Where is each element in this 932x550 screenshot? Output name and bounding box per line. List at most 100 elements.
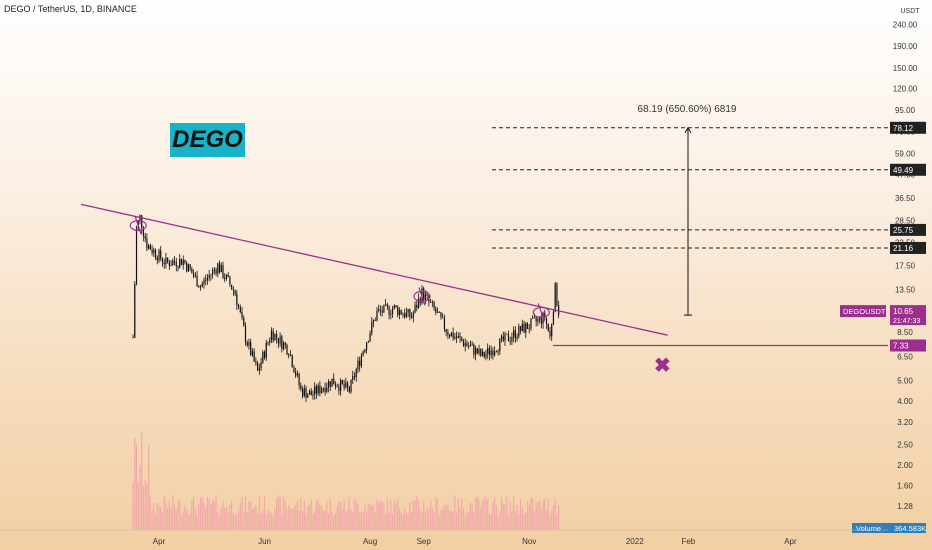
volume-bar: [545, 510, 548, 530]
candle-body: [298, 373, 300, 386]
candle-body: [156, 257, 158, 261]
candle-body: [180, 258, 183, 265]
price-badge-timer: 21:47:33: [893, 318, 920, 325]
candle-body: [362, 351, 364, 356]
volume-bar: [179, 498, 181, 530]
volume-bar: [367, 503, 369, 530]
candle-body: [158, 250, 160, 261]
volume-bar: [497, 514, 499, 530]
candle-body: [514, 330, 516, 339]
volume-bar: [442, 509, 444, 530]
candle-body: [374, 320, 376, 321]
candle-body: [407, 309, 409, 313]
candle-body: [409, 309, 411, 318]
price-badge: [890, 223, 926, 236]
volume-bar: [236, 514, 238, 530]
volume-bar: [300, 498, 302, 530]
candle-body: [253, 351, 255, 362]
candle-body: [469, 345, 471, 347]
volume-bars: [132, 431, 560, 530]
candle-body: [218, 263, 221, 273]
candles: [132, 214, 560, 403]
volume-bar: [231, 500, 233, 530]
volume-bar: [308, 505, 311, 530]
volume-bar: [224, 507, 226, 530]
volume-bar: [542, 500, 544, 530]
touch-marker-stroke: [418, 287, 426, 306]
candle-body: [488, 348, 491, 355]
candle-body: [182, 259, 184, 265]
candle-body: [184, 259, 186, 263]
x-tick-label: Jun: [258, 537, 271, 546]
volume-bar: [400, 511, 402, 530]
volume-bar: [485, 496, 487, 530]
candle-body: [212, 269, 214, 275]
candle-body: [334, 384, 337, 387]
touch-marker-stroke: [537, 303, 545, 322]
candle-body: [189, 264, 191, 269]
volume-bar: [547, 498, 549, 530]
candle-body: [417, 298, 420, 308]
y-tick-label: 240.00: [893, 21, 918, 30]
candle-body: [545, 318, 548, 324]
candle-body: [154, 249, 157, 258]
volume-bar: [478, 499, 480, 530]
candle-body: [255, 361, 257, 363]
volume-bar: [141, 431, 143, 530]
volume-bar: [455, 513, 458, 530]
volume-bar: [205, 507, 207, 530]
candle-body: [535, 317, 537, 322]
volume-bar: [457, 497, 459, 530]
price-badge-label: 21.16: [893, 244, 914, 253]
candle-body: [269, 340, 271, 343]
volume-bar: [357, 503, 359, 530]
volume-bar: [137, 482, 139, 530]
candle-body: [519, 326, 522, 332]
volume-bar: [272, 515, 274, 530]
candle-body: [405, 312, 407, 317]
volume-bar: [340, 502, 342, 530]
candle-body: [364, 349, 366, 352]
volume-bar: [248, 501, 250, 530]
volume-bar: [168, 500, 170, 530]
candle-body: [222, 265, 224, 278]
volume-bar: [345, 511, 347, 530]
volume-bar: [153, 502, 155, 530]
volume-bar: [251, 508, 254, 530]
volume-bar: [469, 502, 471, 530]
volume-bar: [310, 499, 312, 530]
volume-bar: [187, 515, 190, 530]
candle-body: [540, 316, 542, 324]
volume-bar: [552, 505, 555, 530]
volume-bar: [535, 501, 537, 530]
volume-bar: [279, 497, 281, 530]
volume-bar: [360, 512, 363, 530]
volume-bar: [186, 509, 188, 530]
y-tick-label: 13.50: [895, 285, 916, 294]
volume-bar: [502, 503, 504, 530]
candle-body: [324, 388, 326, 392]
volume-bar: [324, 510, 326, 530]
volume-bar: [423, 501, 425, 530]
volume-bar: [257, 512, 259, 530]
volume-bar: [518, 513, 520, 530]
candle-body: [187, 264, 190, 272]
candle-body: [193, 273, 195, 277]
candle-body: [205, 279, 207, 281]
trendline-layer: [81, 203, 668, 336]
price-badge-label: 25.75: [893, 226, 914, 235]
volume-bar: [409, 502, 411, 530]
candle-body: [423, 288, 425, 300]
candle-body: [452, 332, 454, 339]
candle-body: [533, 317, 536, 319]
candle-body: [231, 284, 233, 290]
candle-body: [552, 311, 555, 325]
candle-body: [203, 279, 205, 284]
volume-bar: [208, 498, 210, 530]
candle-body: [497, 351, 499, 353]
candle-body: [301, 388, 304, 397]
candle-body: [433, 302, 435, 309]
volume-bar: [314, 510, 316, 530]
volume-bar: [436, 498, 439, 530]
